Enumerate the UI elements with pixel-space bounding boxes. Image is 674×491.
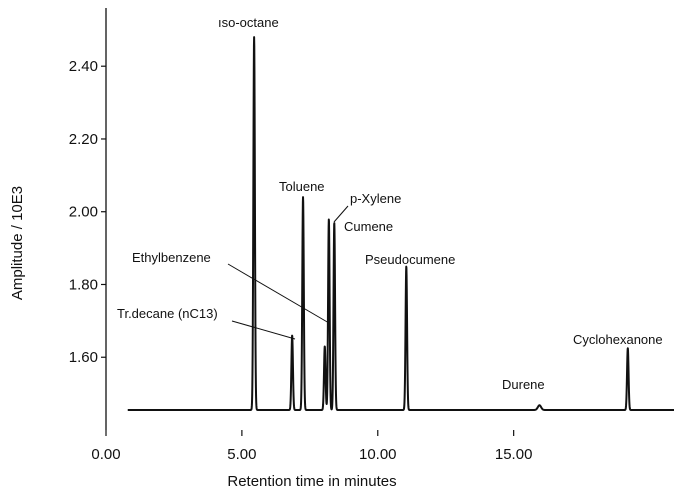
peak-label: Cyclohexanone bbox=[573, 332, 663, 347]
peak-label: Durene bbox=[502, 377, 545, 392]
peak-label: Toluene bbox=[279, 179, 325, 194]
peak-label: Tr.decane (nC13) bbox=[117, 306, 218, 321]
peak-label: Ethylbenzene bbox=[132, 250, 211, 265]
peak-label: Pseudocumene bbox=[365, 252, 455, 267]
x-tick-label: 5.00 bbox=[227, 446, 256, 463]
peak-leader-line bbox=[333, 205, 349, 223]
peak-label: Cumene bbox=[344, 219, 393, 234]
peak-label: ıso-octane bbox=[218, 15, 279, 30]
peak-labels: ıso-octane Tr.decane (nC13) Toluene Ethylbe… bbox=[117, 15, 663, 392]
x-tick-label: 10.00 bbox=[359, 446, 397, 463]
chromatogram-trace bbox=[126, 36, 674, 411]
x-axis-title: Retention time in minutes bbox=[227, 473, 396, 490]
y-axis-title: Amplitude / 10E3 bbox=[9, 186, 26, 300]
y-tick-label: 1.60 bbox=[69, 349, 98, 366]
y-tick-label: 1.80 bbox=[69, 276, 98, 293]
peak-leader-line bbox=[227, 263, 330, 324]
x-tick-label: 0.00 bbox=[91, 446, 120, 463]
y-tick-label: 2.20 bbox=[69, 131, 98, 148]
peak-leader-line bbox=[231, 320, 296, 340]
y-tick-label: 2.40 bbox=[69, 58, 98, 75]
axes: 1.60 1.80 2.00 2.20 2.40 0.00 5.00 10.00 15.00 bbox=[69, 8, 533, 463]
peak-label: p-Xylene bbox=[350, 191, 401, 206]
y-tick-label: 2.00 bbox=[69, 204, 98, 221]
x-tick-label: 15.00 bbox=[495, 446, 533, 463]
